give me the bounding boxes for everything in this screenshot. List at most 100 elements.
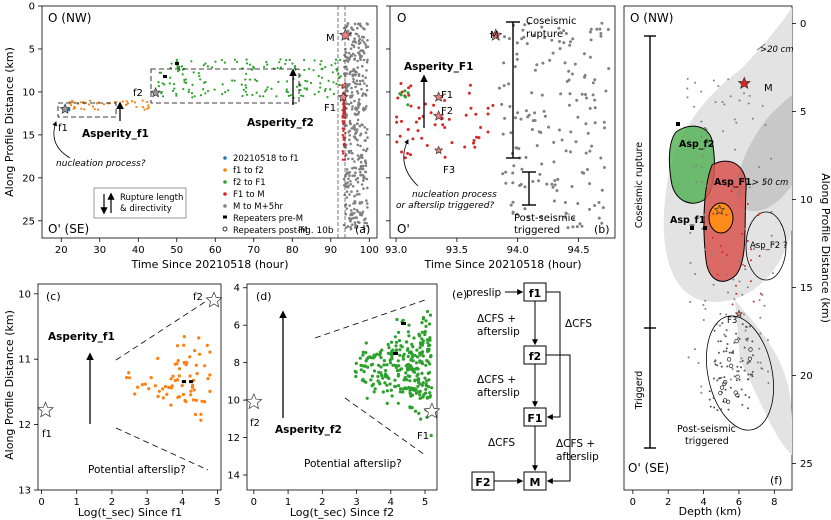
- point-M-to-M5hr: [354, 112, 357, 116]
- panel-c-xtick-label: 5: [214, 497, 220, 508]
- panel-c-asp: Asperity_f1: [48, 331, 115, 343]
- point-f2-to-F1: [421, 381, 425, 385]
- point-f2-to-F1: [183, 78, 186, 82]
- point-M-to-M5hr: [689, 261, 692, 264]
- point-M-to-M5hr: [356, 59, 359, 63]
- point-f2-to-F1: [428, 313, 433, 317]
- point-f2-to-F1: [306, 80, 309, 83]
- point-F1-to-M: [752, 300, 755, 303]
- point-f2-to-F1: [191, 83, 194, 86]
- point-M-to-M5hr: [364, 164, 368, 167]
- point-M-to-M5hr: [356, 143, 360, 147]
- point-M-to-M5hr: [606, 28, 610, 31]
- point-M-to-M5hr: [747, 102, 750, 105]
- point-f1-to-f2: [149, 376, 153, 380]
- point-postseismic: [717, 340, 720, 343]
- panel-b-asp: Asperity_F1: [404, 61, 473, 73]
- point-f2-to-F1: [329, 88, 332, 91]
- point-M-to-M5hr: [344, 87, 348, 90]
- point-M-to-M5hr: [737, 175, 740, 178]
- point-f2-to-F1: [385, 401, 389, 405]
- point-f2-to-F1: [244, 84, 247, 87]
- point-f1-to-f2: [147, 104, 150, 107]
- point-f2-to-F1: [373, 387, 377, 391]
- point-f2-to-F1: [387, 376, 391, 381]
- star-M: [737, 76, 751, 90]
- asp-f2-patch: [668, 125, 715, 204]
- panel-a-ytick-label: 10: [22, 87, 35, 98]
- point-M-to-M5hr: [351, 185, 355, 188]
- point-M-to-M5hr: [362, 36, 366, 39]
- point-M-to-M5hr: [347, 51, 351, 55]
- point-F1-to-M: [443, 99, 447, 102]
- point-M-to-M5hr: [365, 199, 368, 202]
- point-M-to-M5hr: [360, 214, 364, 217]
- point-f2-to-F1: [406, 330, 410, 334]
- point-F1-to-M: [395, 115, 399, 119]
- point-M-to-M5hr: [553, 183, 557, 187]
- point-M-to-M5hr: [348, 72, 351, 76]
- point-postseismic: [708, 390, 711, 393]
- point-f2-to-F1: [395, 317, 399, 322]
- point-M-to-M5hr: [593, 78, 597, 82]
- point-M-to-M5hr: [350, 190, 353, 193]
- point-f2-to-F1: [233, 58, 236, 61]
- point-M-to-M5hr: [363, 139, 367, 142]
- point-M-to-M5hr: [346, 56, 349, 59]
- repeater-pre-M: [189, 380, 194, 384]
- point-M-to-M5hr: [744, 329, 747, 332]
- point-f2-to-F1: [326, 96, 329, 99]
- point-M-to-M5hr: [597, 201, 601, 204]
- point-f2-to-F1: [197, 72, 200, 75]
- point-postseismic: [713, 360, 716, 363]
- point-M-to-M5hr: [732, 278, 735, 281]
- point-f2-to-F1: [339, 75, 342, 78]
- point-f2-to-F1: [372, 369, 377, 373]
- point-M-to-M5hr: [560, 138, 564, 142]
- dcfs-afterslip-2: afterslip: [477, 387, 520, 399]
- point-M-to-M5hr: [706, 184, 709, 187]
- point-f1-to-f2: [189, 389, 193, 393]
- panel-d-label-f2: f2: [250, 418, 260, 429]
- point-M-to-M5hr: [522, 35, 526, 39]
- point-f2-to-F1: [320, 76, 323, 79]
- point-f2-to-F1: [303, 68, 306, 72]
- point-f2-to-F1: [404, 387, 408, 391]
- point-M-to-M5hr: [365, 88, 369, 92]
- point-M-to-M5hr: [600, 21, 604, 25]
- point-postseismic: [714, 363, 717, 366]
- point-postseismic: [715, 323, 718, 326]
- point-f2-to-F1: [213, 88, 216, 91]
- panel-a-xtick-label: 60: [209, 245, 222, 256]
- legend-label: 20210518 to f1: [233, 154, 299, 164]
- repeater-pre-M: [401, 322, 406, 325]
- point-F1-to-M: [741, 232, 744, 235]
- point-M-to-M5hr: [530, 91, 534, 95]
- point-F1-to-M: [712, 212, 715, 215]
- point-F1-to-M: [758, 212, 761, 215]
- point-f2-to-F1: [288, 58, 291, 62]
- point-f2-to-F1: [214, 60, 217, 63]
- point-M-to-M5hr: [751, 117, 754, 120]
- point-M-to-M5hr: [767, 370, 769, 373]
- point-M-to-M5hr: [688, 139, 691, 142]
- point-f1-to-f2: [164, 384, 168, 389]
- point-f2-to-F1: [424, 319, 428, 323]
- point-M-to-M5hr: [364, 46, 368, 49]
- point-M-to-M5hr: [562, 29, 566, 33]
- panel-a: O (NW) O' (SE) (a) Fig. 10b f1 f2 F1 M A…: [3, 2, 379, 272]
- point-f1-to-f2: [171, 374, 175, 378]
- point-M-to-M5hr: [345, 102, 349, 105]
- point-f2-to-F1: [421, 316, 426, 320]
- panel-b-label-M: M: [490, 30, 499, 41]
- repeater-pre-M: [175, 62, 179, 65]
- point-M-to-M5hr: [347, 149, 351, 153]
- point-M-to-M5hr: [347, 157, 350, 161]
- point-F1-to-M: [341, 127, 344, 130]
- point-M-to-M5hr: [348, 134, 352, 137]
- point-M-to-M5hr: [744, 227, 747, 230]
- point-f1-to-f2: [83, 108, 86, 111]
- point-f2-to-F1: [339, 58, 342, 62]
- point-F1-to-M: [398, 134, 402, 138]
